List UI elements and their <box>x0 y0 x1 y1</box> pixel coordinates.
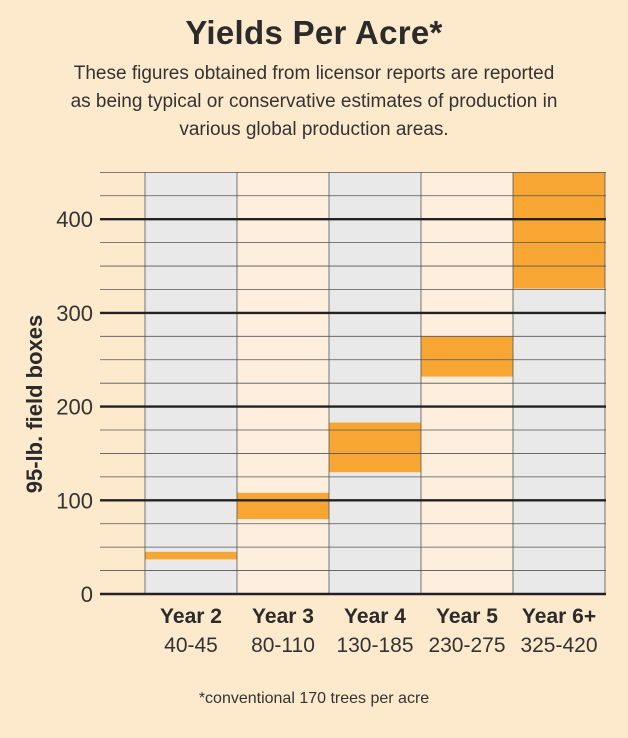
y-tick-label: 400 <box>56 207 93 232</box>
y-tick-label: 0 <box>81 582 93 607</box>
category-range-label: 130-185 <box>336 634 413 657</box>
range-bar <box>513 172 605 289</box>
y-tick-label: 200 <box>56 395 93 420</box>
range-bar <box>237 492 329 520</box>
range-bar <box>329 422 421 473</box>
range-bar <box>421 336 513 377</box>
category-range-label: 230-275 <box>428 634 505 657</box>
category-label: Year 6+ <box>522 605 596 628</box>
category-label: Year 4 <box>344 605 406 628</box>
category-label: Year 5 <box>436 605 498 628</box>
category-label: Year 2 <box>160 605 222 628</box>
category-range-label: 40-45 <box>164 634 218 657</box>
category-label: Year 3 <box>252 605 314 628</box>
category-range-label: 80-110 <box>251 634 315 657</box>
y-axis-label: 95-lb. field boxes <box>22 315 47 494</box>
footnote: *conventional 170 trees per acre <box>198 690 430 707</box>
chart-subtitle: These figures obtained from licensor rep… <box>70 63 558 140</box>
category-range-label: 325-420 <box>520 634 597 657</box>
y-tick-label: 100 <box>56 488 93 513</box>
chart-title: Yields Per Acre* <box>185 14 443 51</box>
y-tick-label: 300 <box>56 301 93 326</box>
range-bar <box>145 551 237 560</box>
